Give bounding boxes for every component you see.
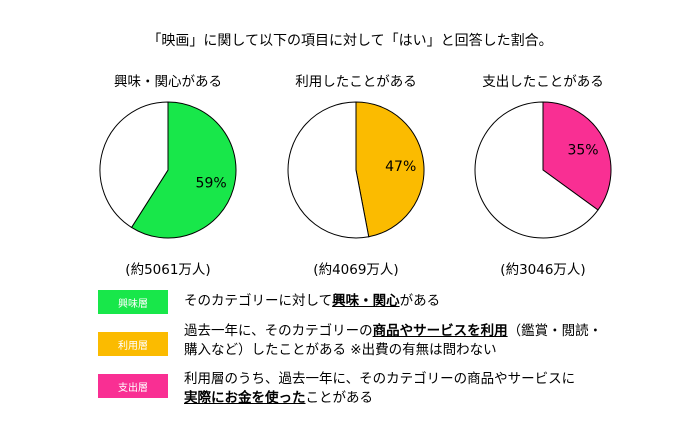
legend-text: 購入など）したことがある ※出費の有無は問わない [184,342,497,358]
pie-total: (約4069万人) [313,262,399,278]
pie-block-interest: 興味・関心がある 59% (約5061万人) [78,70,258,280]
legend-emphasis: 実際にお金を使った [184,390,306,406]
pie-slice [99,101,169,229]
pie-title: 利用したことがある [295,74,417,90]
pie-block-usage: 利用したことがある 47% (約4069万人) [266,70,446,280]
legend-swatch: 支出層 [98,374,168,398]
pie-slice [355,101,425,238]
pie-chart-interest: 59% [99,101,237,239]
slice-label-interest: 59% [196,176,227,192]
legend-text: （鑑賞・閲読・ [507,323,603,339]
legend-emphasis: 興味・関心 [332,293,400,309]
pie-slice [542,101,612,211]
legend-emphasis: 商品やサービスを利用 [372,323,508,339]
pie-chart-usage: 47% [287,101,425,239]
pie-slice [287,101,370,239]
legend-swatch: 興味層 [98,290,168,314]
legend-description: 利用層のうち、過去一年に、そのカテゴリーの商品やサービスに 実際にお金を使ったこと… [184,370,654,408]
slice-label-spending: 35% [567,143,598,159]
legend-text: ことがある [305,390,374,406]
slice-label-usage: 47% [385,159,416,175]
legend-text: 過去一年に、そのカテゴリーの [184,323,373,339]
legend-description: そのカテゴリーに対して興味・関心がある [184,292,654,311]
pie-total: (約5061万人) [125,262,211,278]
pie-title: 支出したことがある [482,74,604,90]
pie-slice [474,101,599,239]
page-title: 「映画」に関して以下の項目に対して「はい」と回答した割合。 [147,33,553,49]
legend-text: そのカテゴリーに対して [184,293,333,309]
pie-total: (約3046万人) [500,262,586,278]
pie-block-spending: 支出したことがある 35% (約3046万人) [453,70,633,280]
legend-text: がある [399,293,441,309]
pie-slice [130,101,237,239]
legend-text: 利用層のうち、過去一年に、そのカテゴリーの商品やサービスに [184,371,576,387]
pie-chart-spending: 35% [474,101,612,239]
legend-description: 過去一年に、そのカテゴリーの商品やサービスを利用（鑑賞・閲読・ 購入など）したこと… [184,322,654,360]
legend-swatch: 利用層 [98,332,168,356]
pie-title: 興味・関心がある [114,74,222,90]
